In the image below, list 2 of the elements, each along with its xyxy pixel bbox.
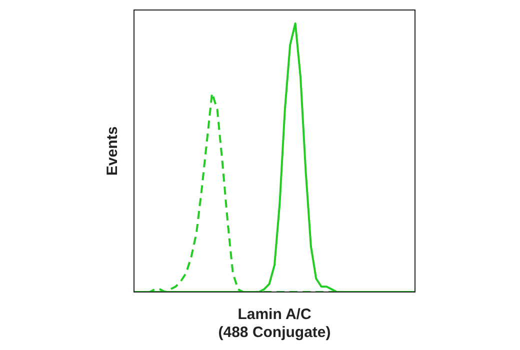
y-axis-title: Events xyxy=(104,126,122,176)
x-axis-title: Lamin A/C (488 Conjugate) xyxy=(218,306,331,342)
